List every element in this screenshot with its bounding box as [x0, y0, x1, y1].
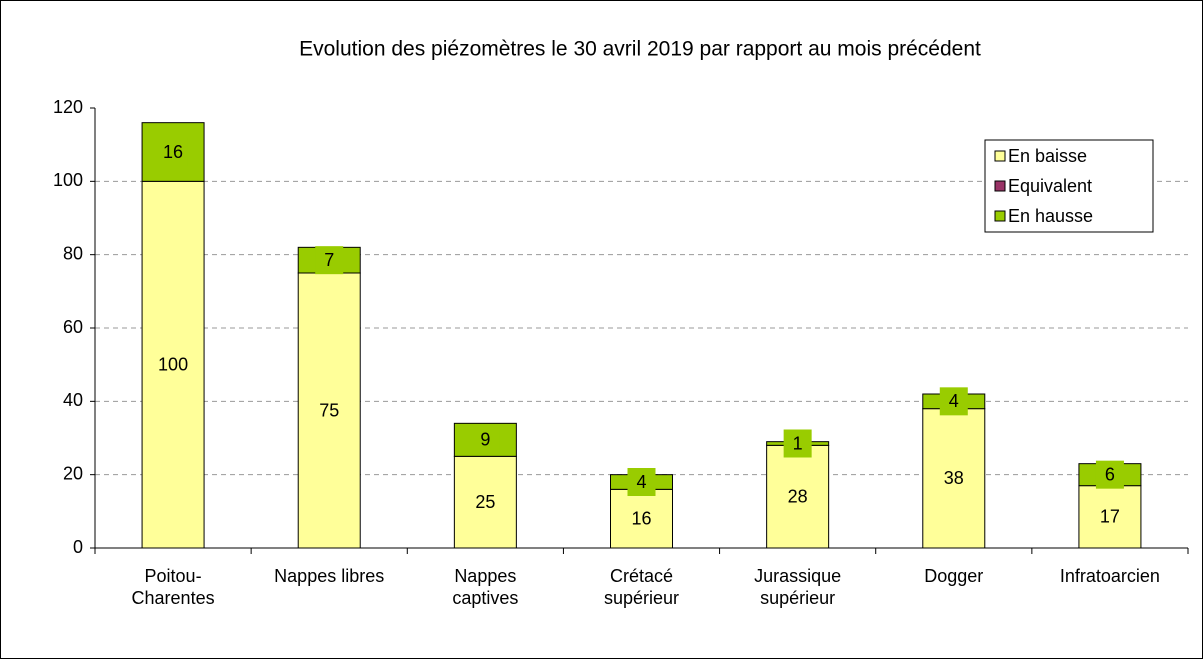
data-label: 6 — [1105, 464, 1115, 484]
y-tick-label: 0 — [73, 537, 83, 557]
legend-label: Equivalent — [1008, 176, 1092, 196]
bar-segment — [1078, 485, 1142, 549]
data-label-bg — [939, 387, 968, 416]
y-tick-label: 120 — [53, 97, 83, 117]
legend-swatch — [994, 150, 1006, 162]
y-tick-label: 40 — [63, 390, 83, 410]
chart-title: Evolution des piézomètres le 30 avril 20… — [299, 38, 981, 61]
bar-segment — [922, 408, 986, 549]
data-label: 25 — [475, 492, 495, 512]
legend-label: En hausse — [1008, 206, 1093, 226]
bar-segment — [766, 444, 830, 549]
y-tick-label: 20 — [63, 463, 83, 483]
data-label: 17 — [1100, 507, 1120, 527]
x-tick-label: Poitou- Charentes — [131, 566, 215, 608]
data-label: 75 — [319, 400, 339, 420]
data-label: 16 — [631, 508, 651, 528]
y-tick-label: 100 — [53, 170, 83, 190]
data-label: 100 — [158, 354, 188, 374]
data-label-bg — [159, 138, 188, 166]
bar-segment — [453, 455, 517, 549]
y-tick-label: 60 — [63, 317, 83, 337]
data-label-bg — [471, 425, 500, 454]
bar-segment — [297, 272, 361, 549]
data-label: 4 — [949, 391, 959, 411]
legend-label: En baisse — [1008, 146, 1087, 166]
bar-segment — [141, 180, 205, 549]
legend-box — [984, 139, 1154, 233]
data-label-bg — [627, 468, 656, 496]
data-label: 16 — [163, 142, 183, 162]
data-label: 38 — [944, 468, 964, 488]
data-label: 7 — [324, 250, 334, 270]
bar-segment — [610, 488, 673, 549]
x-tick-label: Nappes captives — [452, 566, 519, 608]
x-tick-label: Dogger — [924, 566, 984, 586]
x-tick-label: Jurassique supérieur — [754, 566, 842, 608]
x-tick-label: Infratoarcien — [1059, 566, 1160, 586]
data-label-bg — [783, 429, 812, 458]
data-label: 9 — [480, 430, 490, 450]
legend-swatch — [994, 210, 1006, 222]
data-label: 1 — [793, 433, 803, 453]
legend-swatch — [994, 180, 1006, 192]
y-tick-label: 80 — [63, 243, 83, 263]
data-label: 28 — [788, 486, 808, 506]
x-tick-label: Crétacé supérieur — [603, 566, 680, 608]
x-tick-label: Nappes libres — [274, 566, 385, 586]
data-label: 4 — [636, 472, 646, 492]
data-label-bg — [1095, 460, 1124, 489]
data-label-bg — [315, 246, 344, 275]
